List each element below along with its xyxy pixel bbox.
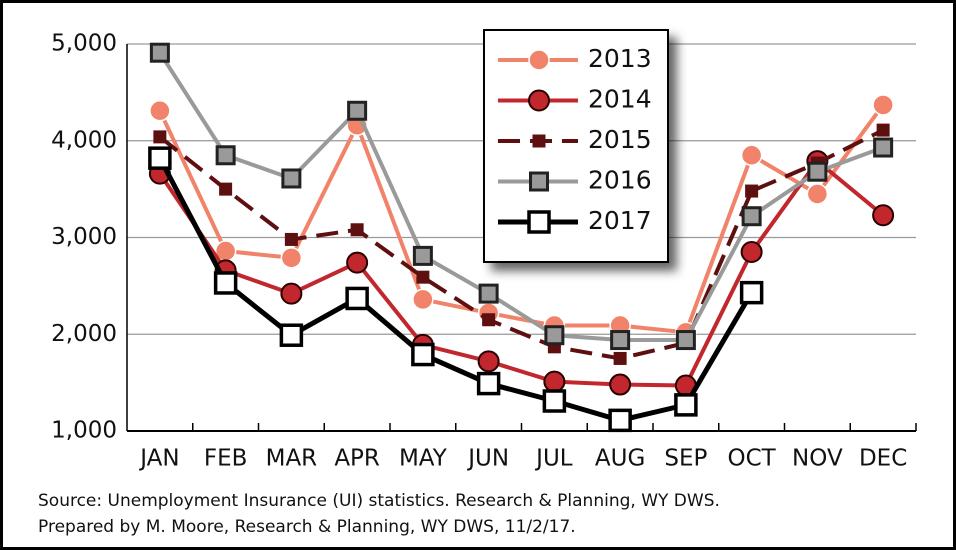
series-line [157,156,754,423]
marker [542,389,567,413]
x-tick-label: DEC [859,446,907,472]
y-tick-label: 1,000 [51,418,117,444]
x-tick-label: JAN [138,446,179,472]
marker [806,183,829,205]
legend-label: 2013 [588,44,652,73]
legend-label: 2014 [588,85,652,114]
marker [528,49,550,71]
marker [478,283,499,304]
marker [613,351,627,365]
marker [543,370,566,393]
marker [532,134,546,148]
source-note: Source: Unemployment Insurance (UI) stat… [38,491,720,511]
marker [544,325,565,346]
x-tick-label: AUG [595,446,645,472]
marker [345,286,369,311]
series-line [158,103,885,335]
marker [529,171,549,192]
y-tick-label: 5,000 [51,31,117,57]
x-tick-label: JUL [534,446,573,472]
x-tick-label: MAY [399,446,448,472]
marker [350,223,364,237]
marker [215,145,236,166]
marker [280,247,303,269]
marker [279,323,304,347]
x-tick-label: FEB [204,446,248,472]
legend-label: 2016 [588,166,652,195]
marker [482,313,496,327]
x-tick-label: NOV [792,446,843,472]
x-tick-label: JUN [466,446,509,472]
marker [476,371,501,396]
legend-label: 2015 [588,125,652,154]
marker [416,270,430,284]
marker [149,42,170,63]
marker [280,282,303,305]
marker [213,271,238,295]
marker [148,146,172,170]
marker [872,204,895,227]
marker [347,100,368,121]
marker [872,94,894,116]
marker [610,330,631,351]
y-tick-label: 2,000 [51,321,117,347]
marker [412,288,434,311]
marker [412,245,433,266]
marker [740,144,763,167]
marker [149,100,171,122]
marker [219,182,233,196]
marker [411,342,435,367]
marker [281,168,302,189]
marker [739,280,764,305]
marker [153,130,167,144]
marker [528,89,550,112]
x-tick-label: SEP [664,446,707,472]
series-line [158,51,884,343]
y-tick-label: 3,000 [51,224,117,250]
marker [608,408,632,433]
marker [741,206,762,227]
marker [674,393,698,417]
marker [740,241,763,264]
marker [876,123,890,137]
marker [745,184,759,198]
marker [807,161,828,182]
marker [609,373,632,396]
x-tick-label: OCT [728,446,777,472]
legend-label: 2017 [588,206,652,235]
marker [346,251,369,274]
marker [873,137,894,158]
y-tick-label: 4,000 [51,127,117,153]
marker [477,350,500,373]
source-note: Prepared by M. Moore, Research & Plannin… [38,517,576,537]
x-tick-label: APR [334,446,380,472]
series-line [158,128,885,361]
x-tick-label: MAR [266,446,318,472]
marker [527,210,551,234]
marker [284,232,298,246]
series-line [158,159,885,388]
marker [675,330,696,351]
legend: 2013 2014 2015 2016 2017 [483,29,669,263]
